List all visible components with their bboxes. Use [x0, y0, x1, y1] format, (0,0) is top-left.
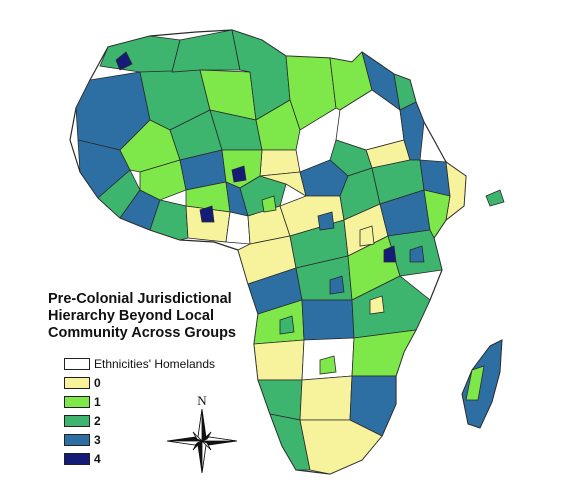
- region-xhosa: [299, 419, 383, 474]
- madagascar: [461, 339, 503, 429]
- legend-item-1: 1: [64, 392, 215, 411]
- legend-item-2: 2: [64, 411, 215, 430]
- legend-swatch: [64, 433, 90, 446]
- region-igbo: [225, 211, 251, 245]
- region-ovambo: [253, 339, 305, 381]
- region-small-8: [409, 245, 425, 263]
- region-algeria-north: [171, 30, 241, 73]
- region-small-3: [199, 205, 215, 223]
- region-khoi: [269, 413, 311, 471]
- legend-label: 2: [94, 413, 101, 428]
- region-libya-east: [285, 55, 337, 131]
- region-small-10: [279, 315, 295, 335]
- region-kenya: [423, 189, 451, 239]
- legend-item-homelands: Ethnicities' Homelands: [64, 354, 215, 373]
- compass-star-icon: [166, 408, 238, 473]
- legend-label: Ethnicities' Homelands: [94, 356, 216, 371]
- region-shona: [351, 329, 417, 377]
- legend-swatch: [64, 414, 90, 427]
- compass-north-label: N: [197, 393, 207, 408]
- legend-swatch: [64, 376, 90, 389]
- legend-item-3: 3: [64, 430, 215, 449]
- region-maghreb-north: [99, 35, 181, 73]
- map-title: Pre-Colonial Jurisdictional Hierarchy Be…: [48, 291, 308, 342]
- region-small-2: [231, 165, 247, 183]
- legend-label: 4: [94, 451, 101, 466]
- region-somali: [445, 161, 466, 221]
- legend-label: 3: [94, 432, 101, 447]
- legend-label: 1: [94, 394, 101, 409]
- legend-item-0: 0: [64, 373, 215, 392]
- region-small-5: [261, 195, 277, 213]
- region-small-6: [317, 211, 335, 231]
- region-zulu: [349, 375, 397, 437]
- madagascar-west: [465, 365, 485, 401]
- title-line-3: Community Across Groups: [48, 325, 236, 341]
- legend-label: 0: [94, 375, 101, 390]
- title-line-2: Hierarchy Beyond Local: [48, 308, 214, 324]
- title-line-1: Pre-Colonial Jurisdictional: [48, 291, 232, 307]
- legend-swatch: [64, 395, 90, 408]
- region-kalahari: [299, 375, 353, 421]
- region-tibesti: [255, 99, 301, 151]
- region-small-12: [319, 355, 337, 375]
- legend-item-4: 4: [64, 449, 215, 468]
- north-arrow-compass: N: [166, 393, 238, 473]
- region-small-4: [383, 245, 397, 263]
- island-east: [485, 189, 505, 207]
- region-lozi: [301, 299, 355, 341]
- region-small-7: [359, 225, 375, 247]
- region-mande: [139, 159, 187, 201]
- region-small-9: [329, 275, 345, 295]
- legend-swatch: [64, 357, 90, 370]
- region-kanem: [259, 149, 301, 177]
- legend-swatch: [64, 452, 90, 465]
- legend: Ethnicities' Homelands 0 1 2 3 4: [64, 354, 215, 468]
- region-small-1: [115, 51, 133, 71]
- region-malawi: [351, 275, 431, 339]
- region-small-11: [369, 295, 385, 315]
